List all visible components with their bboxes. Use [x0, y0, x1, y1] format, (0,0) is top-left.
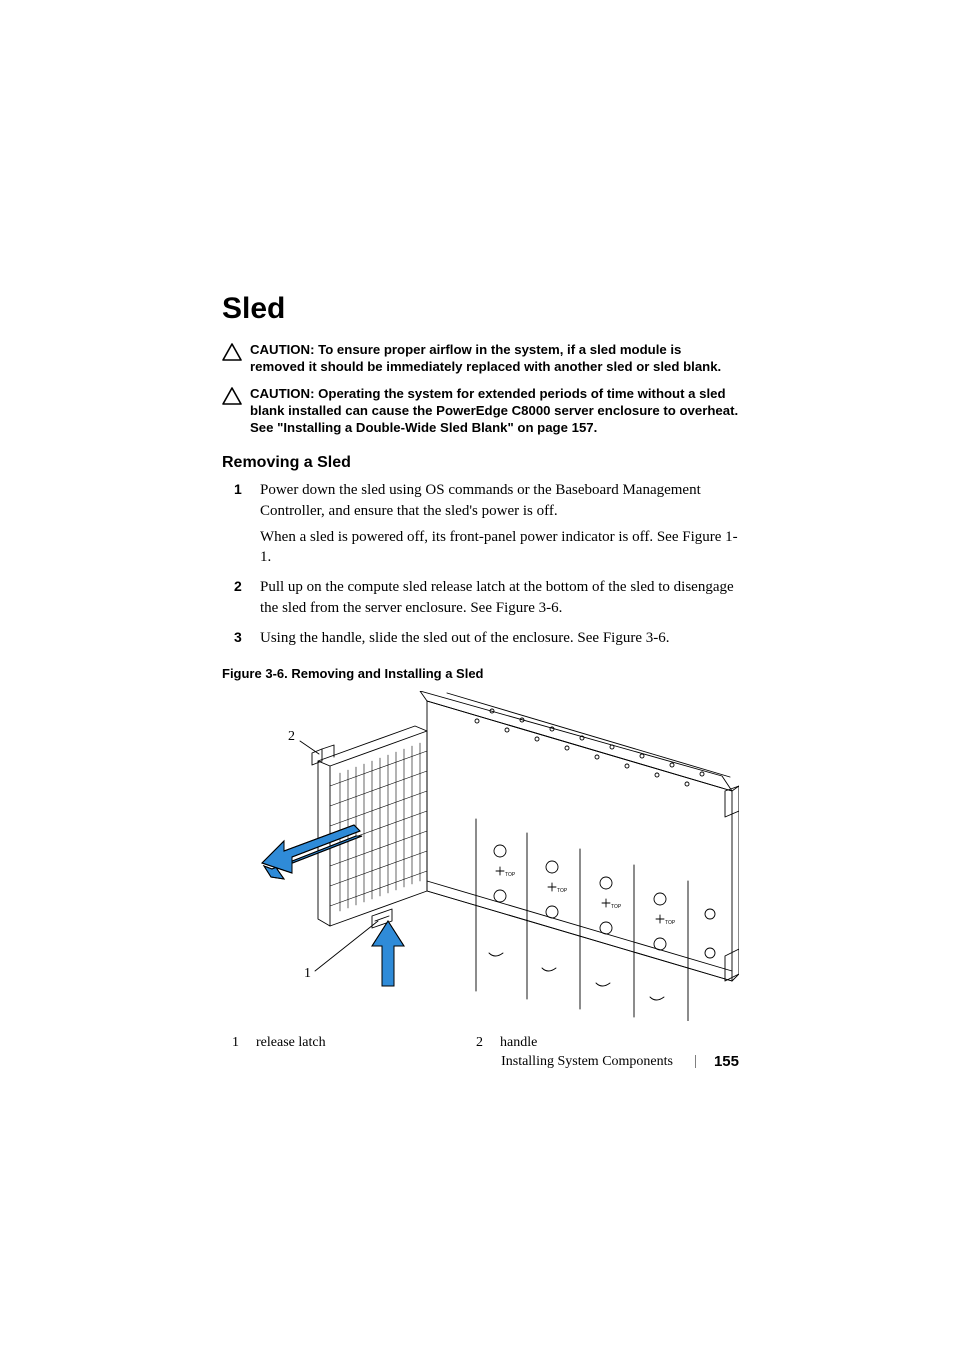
page: Sled CAUTION: To ensure proper airflow i… [0, 0, 954, 1350]
step-2: Pull up on the compute sled release latc… [222, 577, 739, 618]
svg-text:TOP: TOP [665, 920, 676, 926]
callout-2: 2 [288, 729, 295, 745]
legend-2-label: handle [500, 1035, 710, 1051]
footer-title: Installing System Components [501, 1054, 673, 1070]
steps-list: Power down the sled using OS commands or… [222, 480, 739, 648]
page-footer: Installing System Components 155 [501, 1053, 739, 1070]
caution-1-text: CAUTION: To ensure proper airflow in the… [250, 342, 739, 376]
figure-legend: 1 release latch 2 handle [222, 1035, 739, 1051]
footer-separator [695, 1055, 696, 1068]
caution-icon [222, 386, 250, 405]
step-3-text: Using the handle, slide the sled out of … [260, 630, 670, 646]
caution-1-body: To ensure proper airflow in the system, … [250, 342, 721, 374]
caution-2-body: Operating the system for extended period… [250, 386, 738, 435]
footer-page-number: 155 [714, 1053, 739, 1070]
step-2-text: Pull up on the compute sled release latc… [260, 579, 734, 615]
caution-label: CAUTION: [250, 386, 314, 401]
subheading-removing-sled: Removing a Sled [222, 454, 739, 472]
callout-1: 1 [304, 966, 311, 982]
legend-1: 1 release latch [222, 1035, 466, 1051]
figure-svg: TOP TOP TOP TOP [222, 691, 739, 1021]
caution-1: CAUTION: To ensure proper airflow in the… [222, 342, 739, 376]
step-1-text-a: Power down the sled using OS commands or… [260, 482, 701, 518]
svg-text:TOP: TOP [557, 888, 568, 894]
figure-caption: Figure 3-6. Removing and Installing a Sl… [222, 666, 739, 681]
svg-text:TOP: TOP [505, 872, 516, 878]
section-title: Sled [222, 292, 739, 326]
caution-2-text: CAUTION: Operating the system for extend… [250, 386, 739, 437]
step-3: Using the handle, slide the sled out of … [222, 628, 739, 648]
caution-icon [222, 342, 250, 361]
step-1: Power down the sled using OS commands or… [222, 480, 739, 567]
legend-1-label: release latch [256, 1035, 466, 1051]
legend-2-num: 2 [466, 1035, 500, 1051]
legend-1-num: 1 [222, 1035, 256, 1051]
svg-text:TOP: TOP [611, 904, 622, 910]
figure-3-6: TOP TOP TOP TOP [222, 691, 739, 1021]
legend-2: 2 handle [466, 1035, 710, 1051]
step-1-text-b: When a sled is powered off, its front-pa… [260, 527, 739, 568]
caution-2: CAUTION: Operating the system for extend… [222, 386, 739, 437]
caution-label: CAUTION: [250, 342, 314, 357]
